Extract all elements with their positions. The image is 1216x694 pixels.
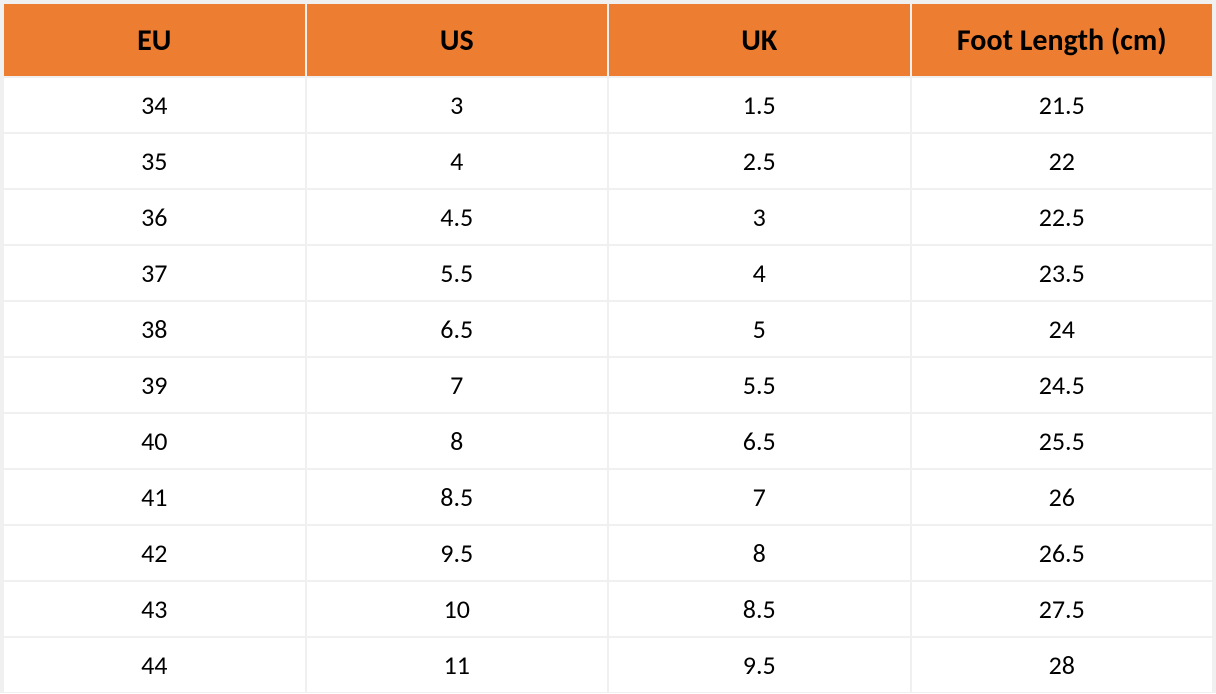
cell-us: 5.5 xyxy=(307,246,608,300)
table-row: 40 8 6.5 25.5 xyxy=(4,414,1212,468)
cell-us: 7 xyxy=(307,358,608,412)
cell-uk: 6.5 xyxy=(609,414,910,468)
cell-uk: 1.5 xyxy=(609,78,910,132)
cell-uk: 7 xyxy=(609,470,910,524)
cell-foot-length: 22.5 xyxy=(912,190,1213,244)
cell-foot-length: 26.5 xyxy=(912,526,1213,580)
cell-foot-length: 23.5 xyxy=(912,246,1213,300)
cell-eu: 37 xyxy=(4,246,305,300)
table-body: 34 3 1.5 21.5 35 4 2.5 22 36 4.5 3 22.5 … xyxy=(4,78,1212,692)
table-row: 42 9.5 8 26.5 xyxy=(4,526,1212,580)
table-row: 41 8.5 7 26 xyxy=(4,470,1212,524)
cell-eu: 41 xyxy=(4,470,305,524)
cell-uk: 4 xyxy=(609,246,910,300)
cell-eu: 36 xyxy=(4,190,305,244)
cell-us: 10 xyxy=(307,582,608,636)
cell-us: 4.5 xyxy=(307,190,608,244)
cell-us: 6.5 xyxy=(307,302,608,356)
col-header-uk: UK xyxy=(609,4,910,76)
cell-us: 8 xyxy=(307,414,608,468)
cell-eu: 42 xyxy=(4,526,305,580)
cell-foot-length: 22 xyxy=(912,134,1213,188)
col-header-eu: EU xyxy=(4,4,305,76)
cell-foot-length: 21.5 xyxy=(912,78,1213,132)
cell-uk: 2.5 xyxy=(609,134,910,188)
cell-uk: 8 xyxy=(609,526,910,580)
cell-foot-length: 28 xyxy=(912,638,1213,692)
cell-foot-length: 25.5 xyxy=(912,414,1213,468)
size-chart-table: EU US UK Foot Length (cm) 34 3 1.5 21.5 … xyxy=(2,2,1214,694)
table-row: 43 10 8.5 27.5 xyxy=(4,582,1212,636)
cell-foot-length: 27.5 xyxy=(912,582,1213,636)
cell-foot-length: 26 xyxy=(912,470,1213,524)
cell-us: 8.5 xyxy=(307,470,608,524)
cell-uk: 5 xyxy=(609,302,910,356)
table-header-row: EU US UK Foot Length (cm) xyxy=(4,4,1212,76)
col-header-us: US xyxy=(307,4,608,76)
size-chart-container: EU US UK Foot Length (cm) 34 3 1.5 21.5 … xyxy=(0,0,1216,693)
table-row: 38 6.5 5 24 xyxy=(4,302,1212,356)
table-row: 39 7 5.5 24.5 xyxy=(4,358,1212,412)
cell-eu: 38 xyxy=(4,302,305,356)
cell-eu: 43 xyxy=(4,582,305,636)
cell-us: 4 xyxy=(307,134,608,188)
table-row: 36 4.5 3 22.5 xyxy=(4,190,1212,244)
cell-eu: 35 xyxy=(4,134,305,188)
cell-uk: 5.5 xyxy=(609,358,910,412)
cell-eu: 34 xyxy=(4,78,305,132)
cell-us: 11 xyxy=(307,638,608,692)
cell-eu: 44 xyxy=(4,638,305,692)
table-row: 37 5.5 4 23.5 xyxy=(4,246,1212,300)
cell-us: 3 xyxy=(307,78,608,132)
col-header-foot-length: Foot Length (cm) xyxy=(912,4,1213,76)
table-row: 35 4 2.5 22 xyxy=(4,134,1212,188)
cell-uk: 9.5 xyxy=(609,638,910,692)
cell-eu: 39 xyxy=(4,358,305,412)
table-row: 44 11 9.5 28 xyxy=(4,638,1212,692)
cell-foot-length: 24 xyxy=(912,302,1213,356)
cell-us: 9.5 xyxy=(307,526,608,580)
cell-eu: 40 xyxy=(4,414,305,468)
cell-uk: 8.5 xyxy=(609,582,910,636)
cell-foot-length: 24.5 xyxy=(912,358,1213,412)
table-row: 34 3 1.5 21.5 xyxy=(4,78,1212,132)
cell-uk: 3 xyxy=(609,190,910,244)
